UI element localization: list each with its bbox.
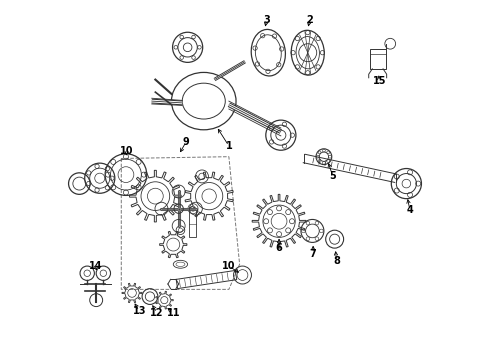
Text: 1: 1: [225, 141, 232, 151]
Bar: [190, 211, 196, 237]
Text: 13: 13: [132, 306, 146, 316]
Bar: [370, 49, 386, 69]
Text: 8: 8: [333, 256, 340, 266]
Text: 2: 2: [306, 15, 313, 26]
Text: 11: 11: [167, 308, 180, 318]
Text: 14: 14: [90, 261, 103, 271]
Text: 3: 3: [263, 15, 270, 26]
Text: 10: 10: [222, 261, 236, 271]
Text: 9: 9: [182, 138, 189, 147]
Text: 6: 6: [276, 243, 282, 253]
Text: 15: 15: [373, 76, 386, 86]
Text: 4: 4: [407, 206, 414, 216]
Text: 5: 5: [329, 171, 336, 181]
Text: 10: 10: [120, 146, 133, 156]
Text: 7: 7: [310, 248, 317, 258]
Text: 12: 12: [150, 308, 164, 318]
